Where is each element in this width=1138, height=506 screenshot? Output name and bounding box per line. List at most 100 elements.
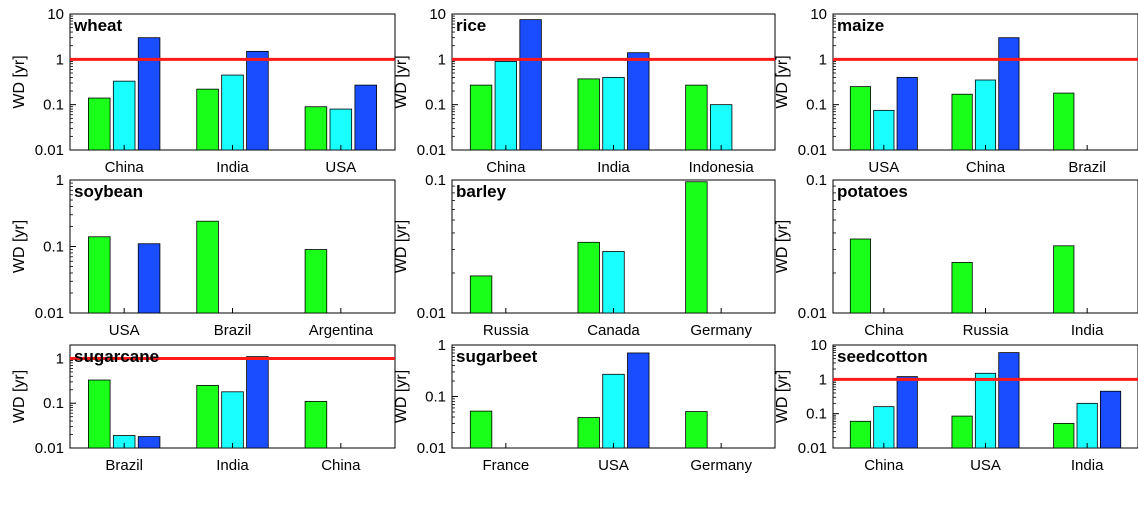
- y-axis-label: WD [yr]: [393, 55, 410, 108]
- bar-seedcotton-india-s1: [1053, 423, 1075, 449]
- bar-seedcotton-china-s1: [849, 420, 872, 449]
- y-tick-label: 1: [56, 350, 64, 367]
- panel-soybean: 0.01 0.1 1 WD [yr] USA Brazil Argentina soybean: [11, 172, 396, 339]
- bar-rice-india-s2: [602, 76, 625, 151]
- panel-title: barley: [456, 182, 507, 201]
- bar-maize-brazil-s1: [1053, 92, 1075, 151]
- y-tick-label: 0.01: [798, 305, 827, 322]
- plot-area: [832, 179, 1138, 314]
- y-axis-label: WD [yr]: [393, 220, 410, 273]
- y-tick-label: 0.1: [43, 239, 64, 256]
- x-tick-label: Brazil: [214, 322, 252, 339]
- panel-title: seedcotton: [837, 347, 928, 366]
- y-tick-label: 0.01: [35, 142, 64, 159]
- panel-title: potatoes: [837, 182, 908, 201]
- y-axis-label: WD [yr]: [11, 370, 28, 423]
- panel-potatoes: 0.01 0.1 WD [yr] China Russia India potatoes: [774, 172, 1138, 339]
- y-tick-label: 0.01: [35, 440, 64, 457]
- bar-potatoes-russia-s1: [951, 262, 973, 314]
- bar-maize-china-s1: [951, 93, 973, 151]
- y-tick-label: 0.01: [417, 142, 446, 159]
- bar-wheat-usa-s2: [329, 108, 353, 151]
- bar-maize-china-s3: [998, 37, 1020, 151]
- bar-sugarcane-china-s1: [304, 400, 328, 449]
- x-tick-label: USA: [109, 322, 140, 339]
- x-tick-label: India: [216, 159, 249, 176]
- x-tick-label: USA: [325, 159, 356, 176]
- bar-barley-canada-s1: [577, 241, 600, 314]
- y-tick-label: 0.1: [425, 389, 446, 406]
- bar-sugarbeet-france-s1: [469, 410, 493, 449]
- bar-seedcotton-india-s2: [1076, 402, 1098, 449]
- x-tick-label: USA: [598, 457, 629, 474]
- bar-soybean-brazil-s1: [196, 220, 219, 314]
- x-tick-label: USA: [970, 457, 1001, 474]
- y-tick-label: 0.01: [417, 440, 446, 457]
- x-tick-label: China: [105, 159, 145, 176]
- x-tick-label: Indonesia: [689, 159, 755, 176]
- panel-barley: 0.01 0.1 WD [yr] Russia Canada Germany barley: [393, 172, 776, 339]
- bar-seedcotton-usa-s3: [998, 352, 1020, 449]
- bar-sugarcane-india-s3: [246, 356, 269, 449]
- bar-sugarcane-india-s1: [196, 385, 219, 449]
- plot-area: [69, 179, 396, 314]
- panel-sugarcane: 0.01 0.1 1 WD [yr] Brazil India China sugarcane: [11, 344, 396, 474]
- bar-wheat-china-s3: [137, 37, 161, 151]
- bar-rice-indonesia-s1: [685, 84, 708, 151]
- panel-title: rice: [456, 16, 486, 35]
- y-axis-label: WD [yr]: [393, 370, 410, 423]
- bar-sugarbeet-germany-s1: [685, 411, 708, 449]
- bar-rice-china-s3: [519, 19, 542, 151]
- bar-sugarcane-india-s2: [221, 391, 244, 449]
- bar-wheat-usa-s3: [354, 84, 377, 151]
- x-tick-label: Russia: [483, 322, 530, 339]
- y-axis-label: WD [yr]: [11, 220, 28, 273]
- bar-wheat-india-s1: [196, 88, 219, 151]
- x-tick-label: Germany: [690, 457, 752, 474]
- y-tick-label: 0.1: [43, 97, 64, 114]
- x-tick-label: China: [966, 159, 1006, 176]
- bar-sugarbeet-usa-s2: [602, 373, 625, 449]
- bar-wheat-china-s2: [112, 80, 136, 151]
- x-tick-label: Argentina: [309, 322, 374, 339]
- panel-title: sugarcane: [74, 347, 159, 366]
- y-tick-label: 0.1: [43, 395, 64, 412]
- bar-barley-germany-s1: [685, 181, 708, 314]
- x-tick-label: India: [1071, 322, 1104, 339]
- y-tick-label: 1: [438, 337, 446, 354]
- x-tick-label: China: [864, 457, 904, 474]
- y-axis-label: WD [yr]: [11, 55, 28, 108]
- x-tick-label: Canada: [587, 322, 640, 339]
- panel-seedcotton: 0.01 0.1 1 10 WD [yr] China USA India seedcotton: [774, 337, 1138, 474]
- x-tick-label: India: [1071, 457, 1104, 474]
- bar-seedcotton-china-s3: [896, 376, 918, 449]
- y-tick-label: 0.01: [35, 305, 64, 322]
- panel-title: maize: [837, 16, 884, 35]
- bar-barley-canada-s2: [602, 251, 625, 314]
- bar-sugarcane-brazil-s1: [88, 379, 111, 449]
- y-tick-label: 0.01: [798, 142, 827, 159]
- bar-wheat-india-s2: [221, 74, 244, 151]
- bar-sugarcane-brazil-s3: [137, 436, 161, 449]
- x-tick-label: France: [482, 457, 529, 474]
- y-tick-label: 10: [47, 6, 64, 23]
- y-tick-label: 0.01: [798, 440, 827, 457]
- bar-soybean-usa-s1: [88, 236, 111, 314]
- y-tick-label: 1: [56, 172, 64, 189]
- panel-sugarbeet: 0.01 0.1 1 WD [yr] France USA Germany sugarbeet: [393, 337, 776, 474]
- bar-rice-china-s2: [494, 61, 518, 151]
- x-tick-label: India: [216, 457, 249, 474]
- bar-maize-china-s2: [974, 79, 997, 151]
- x-tick-label: China: [486, 159, 526, 176]
- y-tick-label: 10: [810, 337, 827, 354]
- panel-title: wheat: [73, 16, 123, 35]
- y-tick-label: 1: [438, 51, 446, 68]
- panel-maize: 0.01 0.1 1 10 WD [yr] USA China Brazil maize: [774, 6, 1138, 176]
- bar-rice-india-s3: [627, 52, 650, 151]
- bar-wheat-china-s1: [88, 97, 111, 151]
- bar-sugarbeet-usa-s3: [627, 352, 650, 449]
- y-tick-label: 0.01: [417, 305, 446, 322]
- panel-title: sugarbeet: [456, 347, 538, 366]
- y-tick-label: 1: [56, 51, 64, 68]
- bar-soybean-usa-s3: [137, 243, 161, 314]
